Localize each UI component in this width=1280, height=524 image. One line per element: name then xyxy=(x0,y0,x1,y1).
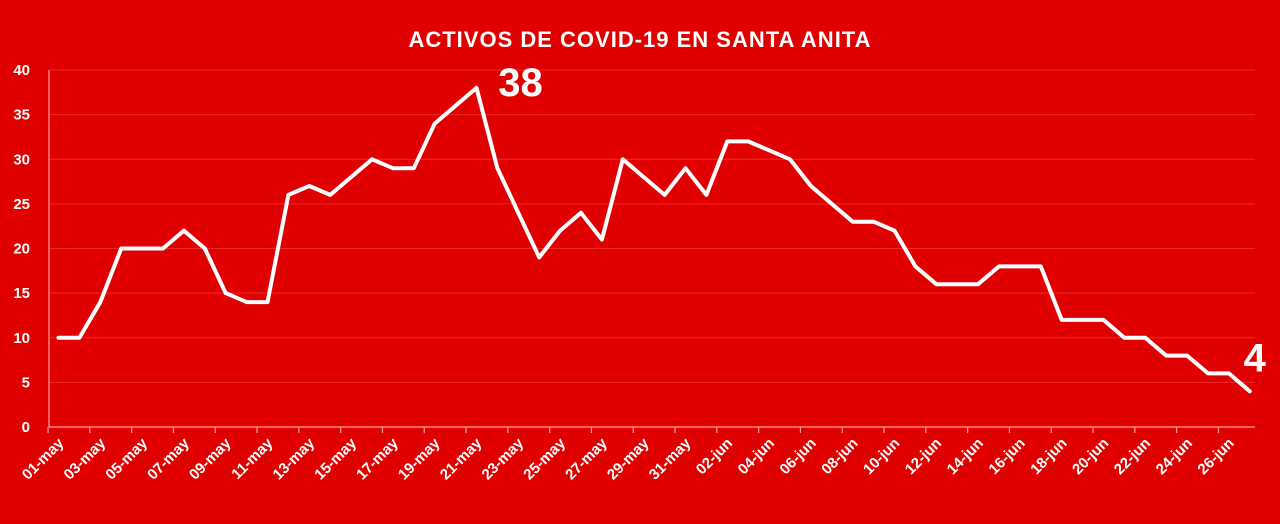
y-tick-label-20: 20 xyxy=(13,241,30,258)
series-layer xyxy=(56,85,1252,394)
x-tick-label-08-jun: 08-jun xyxy=(818,435,861,478)
x-tick-label-24-jun: 24-jun xyxy=(1153,435,1196,478)
y-tick-label-40: 40 xyxy=(13,62,30,79)
x-tick-label-17-may: 17-may xyxy=(353,434,402,483)
x-tick-label-25-may: 25-may xyxy=(520,434,569,483)
annotations: 38 4 xyxy=(498,61,1266,380)
y-axis-ticks: 0 5 10 15 20 25 30 35 40 xyxy=(13,62,30,436)
x-tick-label-14-jun: 14-jun xyxy=(944,435,987,478)
callout-label-4: 4 xyxy=(1244,336,1267,380)
y-tick-label-30: 30 xyxy=(13,151,30,168)
x-tick-label-11-may: 11-may xyxy=(228,434,276,482)
callout-label-38: 38 xyxy=(498,61,543,105)
x-axis-ticks: 01-may03-may05-may07-may09-may11-may13-m… xyxy=(19,427,1238,483)
x-tick-label-20-jun: 20-jun xyxy=(1069,435,1112,478)
x-tick-label-27-may: 27-may xyxy=(562,434,611,483)
x-tick-label-15-may: 15-may xyxy=(311,434,360,483)
x-tick-label-29-may: 29-may xyxy=(604,434,653,483)
x-tick-label-03-may: 03-may xyxy=(61,434,110,483)
y-tick-label-5: 5 xyxy=(22,374,30,391)
x-tick-label-13-may: 13-may xyxy=(270,434,319,483)
x-tick-label-16-jun: 16-jun xyxy=(985,435,1028,478)
gridlines xyxy=(49,69,1255,383)
x-tick-label-21-may: 21-may xyxy=(437,434,486,483)
chart-title: ACTIVOS DE COVID-19 EN SANTA ANITA xyxy=(408,27,871,52)
x-tick-label-12-jun: 12-jun xyxy=(902,435,945,478)
x-tick-label-18-jun: 18-jun xyxy=(1027,435,1070,478)
x-tick-label-22-jun: 22-jun xyxy=(1111,435,1154,478)
axes xyxy=(48,70,1255,428)
x-tick-label-02-jun: 02-jun xyxy=(693,435,736,478)
x-tick-label-01-may: 01-may xyxy=(19,434,68,483)
y-tick-label-10: 10 xyxy=(13,330,30,347)
x-tick-label-19-may: 19-may xyxy=(395,434,444,483)
x-tick-label-07-may: 07-may xyxy=(144,434,193,483)
x-tick-label-26-jun: 26-jun xyxy=(1194,435,1237,478)
series-line-activos xyxy=(56,85,1252,394)
y-tick-label-15: 15 xyxy=(13,285,30,302)
x-tick-label-23-may: 23-may xyxy=(479,434,528,483)
x-tick-label-05-may: 05-may xyxy=(102,434,151,483)
x-tick-label-09-may: 09-may xyxy=(186,434,235,483)
x-tick-label-10-jun: 10-jun xyxy=(860,435,903,478)
x-tick-label-31-may: 31-may xyxy=(646,434,695,483)
x-tick-label-06-jun: 06-jun xyxy=(776,435,819,478)
x-tick-label-04-jun: 04-jun xyxy=(735,435,778,478)
y-tick-label-25: 25 xyxy=(13,196,30,213)
y-tick-label-0: 0 xyxy=(22,419,30,436)
y-tick-label-35: 35 xyxy=(13,107,30,124)
